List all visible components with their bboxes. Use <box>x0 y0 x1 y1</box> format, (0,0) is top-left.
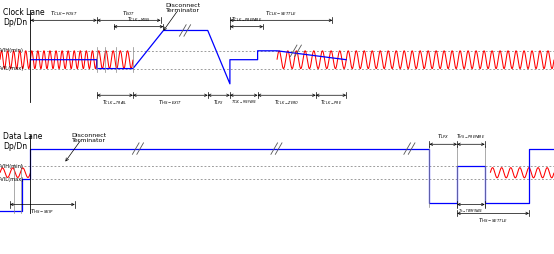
Text: $T_{CLK-MISS}$: $T_{CLK-MISS}$ <box>126 15 151 24</box>
Text: +VIH(min): +VIH(min) <box>0 164 23 169</box>
Text: +VIL(max): +VIL(max) <box>0 177 23 182</box>
Text: $T_{CLK-ZERO}$: $T_{CLK-ZERO}$ <box>274 98 299 107</box>
Text: $T_{HS-EXIT}$: $T_{HS-EXIT}$ <box>158 98 182 107</box>
Text: Disconnect
Terminator: Disconnect Terminator <box>71 133 106 144</box>
Text: $T_{HS-SETTLE}$: $T_{HS-SETTLE}$ <box>478 216 508 225</box>
Text: $T_{HS-PREPARE}$: $T_{HS-PREPARE}$ <box>456 133 486 141</box>
Text: +VIH(min): +VIH(min) <box>0 48 23 53</box>
Text: $T_{CLK-PREPARE}$: $T_{CLK-PREPARE}$ <box>231 98 257 106</box>
Text: $T_{EOT}$: $T_{EOT}$ <box>122 9 136 18</box>
Text: $T_{CLK-POST}$: $T_{CLK-POST}$ <box>50 9 78 18</box>
Text: $T_{CLK-TRAIL}$: $T_{CLK-TRAIL}$ <box>102 98 127 107</box>
Text: $T_{CLK-PRE}$: $T_{CLK-PRE}$ <box>320 98 342 107</box>
Text: $T_{CLK-SETTLE}$: $T_{CLK-SETTLE}$ <box>265 9 297 18</box>
Text: Data Lane
Dp/Dn: Data Lane Dp/Dn <box>3 132 42 151</box>
Text: $T_{LPX}$: $T_{LPX}$ <box>213 98 224 107</box>
Text: $T_{CLK-PREPARE}$: $T_{CLK-PREPARE}$ <box>231 15 262 24</box>
Text: $T_{HS-SKIP}$: $T_{HS-SKIP}$ <box>30 207 54 216</box>
Text: Disconnect
Terminator: Disconnect Terminator <box>165 3 201 13</box>
Text: $T_{s-TERMINATE}$: $T_{s-TERMINATE}$ <box>458 207 484 215</box>
Text: $T_{LPX}$: $T_{LPX}$ <box>437 133 449 141</box>
Text: +VIL(max): +VIL(max) <box>0 66 23 71</box>
Text: Clock Lane
Dp/Dn: Clock Lane Dp/Dn <box>3 8 44 27</box>
